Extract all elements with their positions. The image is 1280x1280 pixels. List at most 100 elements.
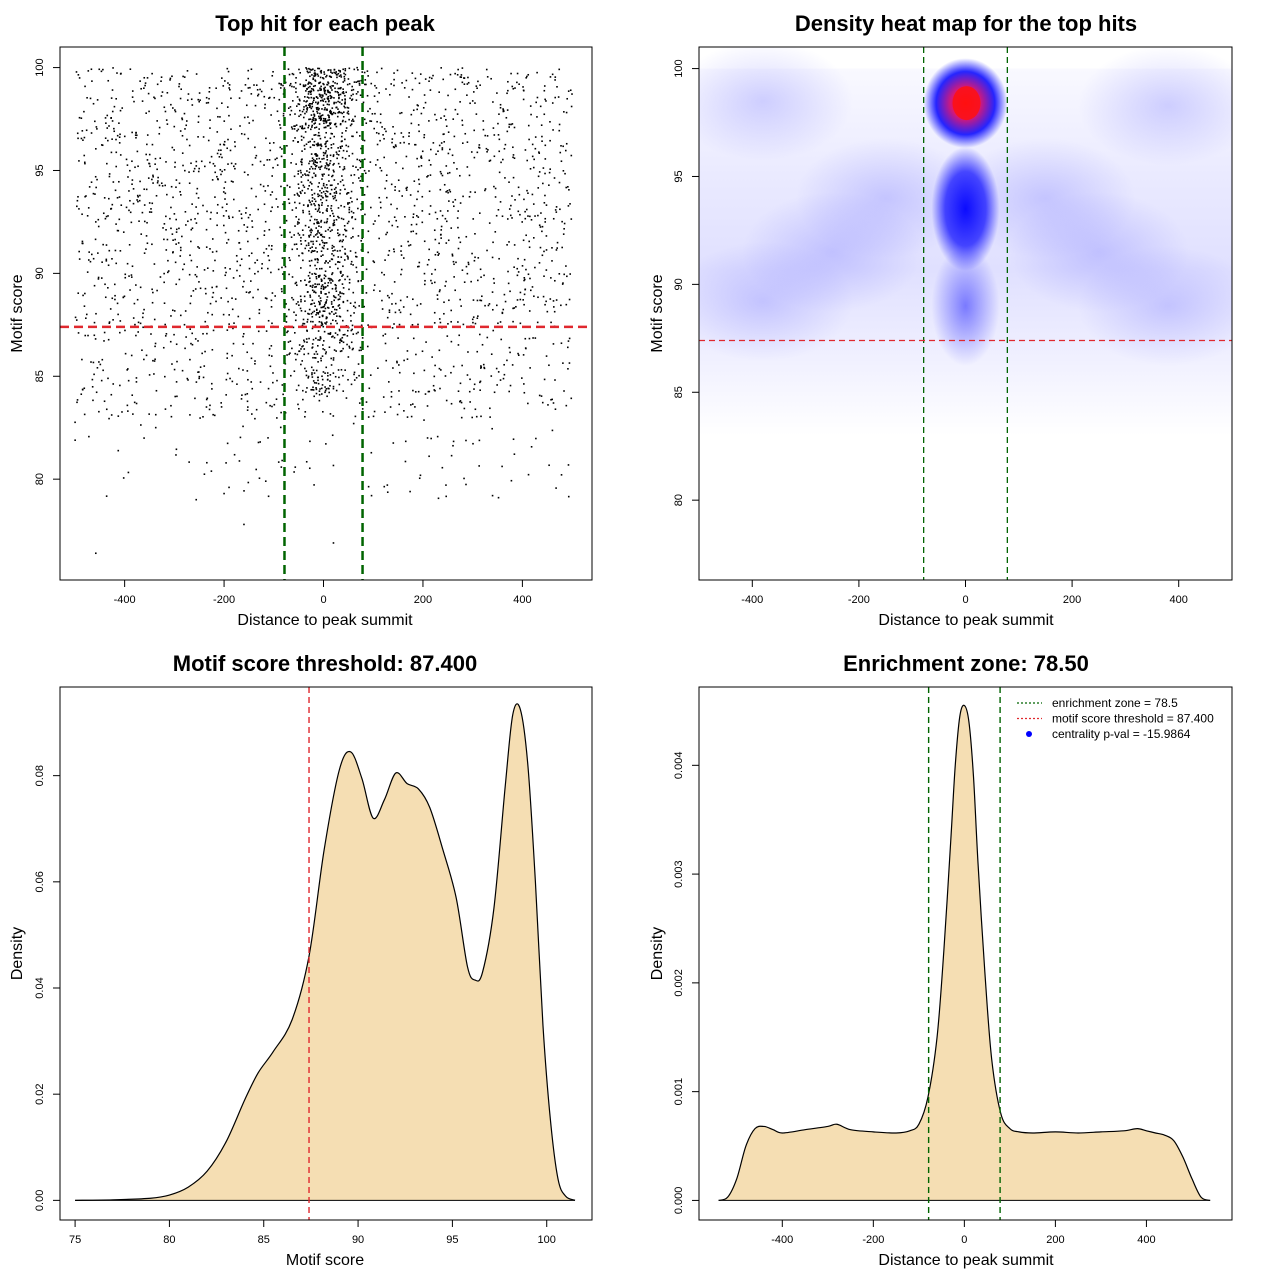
data-point [319, 89, 321, 91]
data-point [430, 437, 432, 440]
data-point [320, 292, 322, 294]
data-point [342, 292, 345, 295]
data-point [337, 261, 339, 263]
data-point [313, 115, 316, 117]
data-point [339, 295, 342, 298]
data-point [367, 230, 370, 233]
data-point [532, 203, 535, 205]
data-point [472, 321, 474, 324]
data-point [296, 221, 299, 223]
data-point [151, 202, 154, 205]
data-point [124, 352, 127, 355]
data-point [484, 189, 486, 192]
data-point [143, 76, 146, 79]
data-point [397, 179, 400, 182]
data-point [313, 113, 315, 116]
data-point [138, 199, 141, 202]
data-point [163, 223, 166, 225]
data-point [543, 85, 546, 87]
data-point [258, 477, 261, 480]
data-point [418, 82, 421, 85]
data-point [451, 254, 454, 257]
data-point [311, 388, 314, 391]
data-point [328, 114, 330, 117]
data-point [318, 194, 321, 197]
data-point [135, 402, 138, 405]
data-point [508, 390, 510, 393]
data-point [327, 91, 329, 94]
data-point [270, 355, 273, 357]
data-point [270, 114, 272, 116]
data-point [331, 434, 334, 437]
data-point [228, 486, 230, 489]
data-point [327, 277, 330, 280]
data-point [265, 248, 268, 250]
data-point [544, 98, 546, 101]
data-point [207, 139, 210, 142]
data-point [329, 214, 332, 217]
data-point [273, 96, 276, 99]
data-point [236, 260, 239, 263]
x-axis-label: Distance to peak summit [237, 612, 413, 629]
data-point [512, 87, 515, 90]
data-point [313, 250, 316, 252]
data-point [268, 96, 271, 99]
data-point [316, 218, 318, 221]
data-point [353, 81, 356, 83]
data-point [352, 347, 354, 350]
data-point [318, 207, 320, 209]
data-point [314, 74, 317, 77]
data-point [327, 228, 329, 231]
data-point [467, 351, 469, 353]
data-point [304, 96, 306, 98]
data-point [311, 246, 313, 248]
data-point [315, 107, 318, 109]
data-point [325, 286, 327, 288]
data-point [535, 437, 537, 440]
data-point [408, 96, 410, 98]
data-point [351, 152, 354, 155]
data-point [323, 83, 325, 86]
data-point [240, 90, 243, 92]
data-point [304, 411, 307, 413]
data-point [557, 96, 560, 98]
data-point [191, 104, 194, 106]
data-point [323, 122, 325, 125]
data-point [226, 372, 229, 375]
data-point [507, 270, 509, 273]
data-point [302, 398, 304, 401]
data-point [233, 322, 235, 324]
data-point [409, 194, 412, 196]
data-point [393, 78, 395, 81]
data-point [243, 490, 245, 492]
data-point [339, 249, 341, 252]
plot-frame [698, 686, 1233, 1221]
data-point [453, 135, 456, 138]
data-point [331, 253, 333, 255]
data-point [404, 215, 406, 218]
data-point [315, 387, 317, 389]
data-point [503, 363, 505, 366]
data-point [280, 84, 283, 86]
data-point [341, 292, 343, 295]
data-point [159, 157, 162, 160]
data-point [112, 383, 115, 385]
data-point [195, 192, 198, 195]
data-point [322, 104, 325, 106]
data-point [435, 153, 437, 156]
data-point [305, 67, 307, 69]
data-point [184, 128, 186, 130]
y-tick-label: 80 [673, 494, 685, 506]
data-point [335, 218, 338, 221]
data-point [308, 260, 311, 262]
data-point [308, 308, 311, 311]
data-point [118, 136, 121, 139]
data-point [523, 293, 526, 296]
data-point [399, 142, 402, 144]
data-point [342, 374, 344, 377]
data-point [392, 145, 395, 148]
data-point [382, 334, 385, 337]
data-point [319, 211, 321, 213]
data-point [319, 117, 321, 119]
data-point [320, 226, 322, 228]
